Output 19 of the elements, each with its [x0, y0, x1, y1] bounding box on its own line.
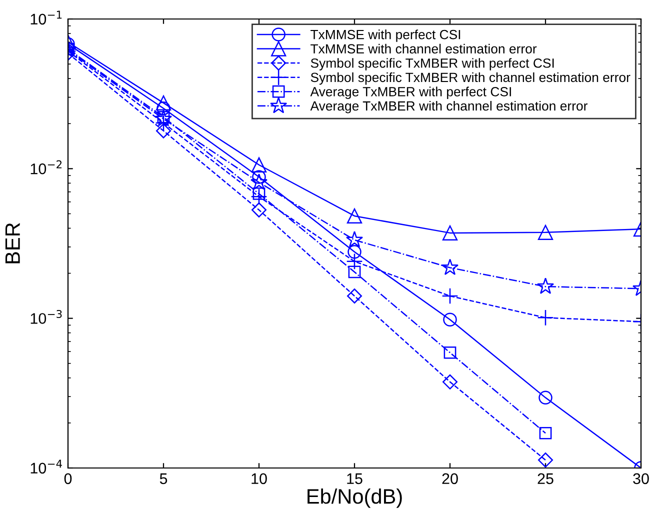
y-tick-label: 10$^{−2}$ — [30, 160, 62, 174]
legend-label: TxMMSE with channel estimation error — [310, 44, 537, 54]
x-tick-label: 15 — [347, 473, 362, 484]
x-tick-label: 10 — [252, 473, 267, 484]
y-tick-label: 10$^{−3}$ — [30, 310, 62, 324]
x-tick-label: 5 — [160, 473, 168, 484]
x-axis-title: Eb/No(dB) — [308, 488, 402, 508]
legend-label: Symbol specific TxMBER with perfect CSI — [310, 58, 554, 70]
x-tick-label: 30 — [633, 473, 649, 484]
legend-label: Average TxMBER with channel estimation error — [310, 100, 588, 114]
y-axis-title: BER — [5, 223, 20, 264]
x-tick-label: 25 — [538, 473, 554, 484]
legend-label: Average TxMBER with perfect CSI — [310, 86, 511, 99]
x-tick-label: 20 — [442, 473, 458, 484]
legend-label: TxMMSE with perfect CSI — [310, 30, 460, 42]
x-tick-label: 0 — [64, 473, 72, 484]
y-tick-label: 10$^{−4}$ — [30, 460, 62, 474]
y-tick-label: 10$^{−1}$ — [30, 10, 62, 25]
legend-label: Symbol specific TxMBER with channel estimation error — [310, 72, 630, 85]
